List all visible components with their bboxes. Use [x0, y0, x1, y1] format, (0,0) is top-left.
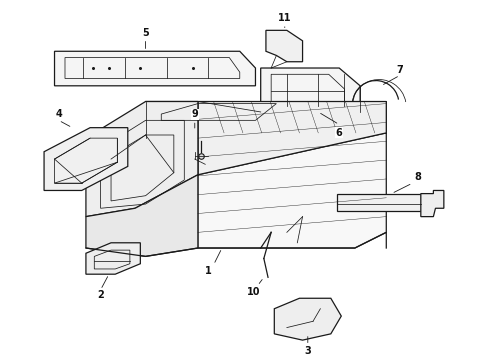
Text: 10: 10	[246, 287, 260, 297]
Polygon shape	[86, 175, 198, 256]
Polygon shape	[337, 194, 421, 211]
Polygon shape	[86, 243, 140, 274]
Text: 11: 11	[278, 13, 292, 23]
Text: 5: 5	[142, 28, 149, 39]
Text: 3: 3	[304, 346, 311, 356]
Polygon shape	[146, 102, 386, 175]
Text: 6: 6	[336, 128, 343, 138]
Text: 7: 7	[396, 65, 403, 75]
Text: 4: 4	[55, 109, 62, 119]
Text: 2: 2	[97, 290, 104, 300]
Polygon shape	[261, 68, 360, 112]
Polygon shape	[274, 298, 341, 340]
Text: 9: 9	[192, 109, 198, 119]
Polygon shape	[421, 190, 444, 217]
Polygon shape	[198, 102, 386, 248]
Polygon shape	[54, 51, 255, 86]
Polygon shape	[44, 128, 128, 190]
Text: 8: 8	[414, 172, 421, 182]
Polygon shape	[86, 102, 198, 217]
Text: 1: 1	[205, 266, 212, 276]
Polygon shape	[266, 30, 302, 62]
